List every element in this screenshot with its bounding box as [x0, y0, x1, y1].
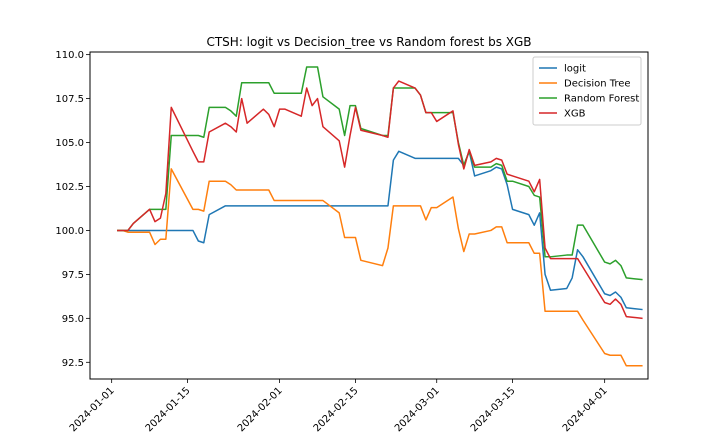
- legend-label: Decision Tree: [564, 79, 631, 90]
- y-tick-label: 102.5: [55, 182, 84, 193]
- axes-frame: [89, 51, 649, 380]
- series-line-logit: [117, 150, 643, 311]
- legend: logit Decision Tree Random Forest XGB: [532, 56, 642, 126]
- y-axis: 92.5 95.0 97.5 100.0 102.5 105.0 107.5 110.0: [55, 50, 90, 369]
- legend-label: logit: [564, 64, 586, 75]
- y-tick-label: 97.5: [62, 270, 84, 281]
- chart-title: CTSH: logit vs Decision_tree vs Random f…: [206, 35, 531, 49]
- y-tick-label: 110.0: [55, 50, 84, 61]
- y-tick-label: 95.0: [62, 314, 84, 325]
- legend-label: XGB: [564, 109, 586, 120]
- series-line-decision-tree: [117, 168, 643, 367]
- y-tick-label: 92.5: [62, 358, 84, 369]
- y-tick-label: 100.0: [55, 226, 84, 237]
- series-line-xgb: [117, 80, 643, 320]
- y-tick-label: 107.5: [55, 94, 84, 105]
- y-tick-label: 105.0: [55, 138, 84, 149]
- plot-lines: [117, 66, 643, 367]
- legend-label: Random Forest: [564, 94, 639, 105]
- legend-box: [532, 56, 642, 126]
